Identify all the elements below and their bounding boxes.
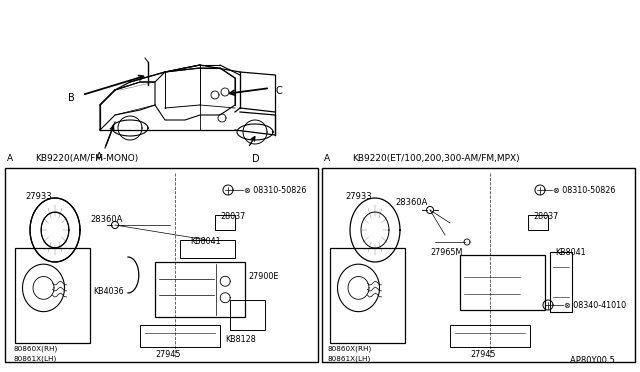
Text: 27945: 27945 xyxy=(155,350,180,359)
Text: 80860X(RH): 80860X(RH) xyxy=(328,346,372,353)
Text: D: D xyxy=(252,154,260,164)
Text: 27933: 27933 xyxy=(25,192,52,201)
Text: KB8041: KB8041 xyxy=(190,237,221,246)
Bar xyxy=(550,252,572,312)
Text: 80861X(LH): 80861X(LH) xyxy=(13,355,56,362)
Bar xyxy=(460,255,545,310)
Text: ⊗ 08310-50826: ⊗ 08310-50826 xyxy=(244,186,307,195)
Text: KB4036: KB4036 xyxy=(93,287,124,296)
Text: 28360A: 28360A xyxy=(395,198,428,207)
Text: ⊗ 08310-50826: ⊗ 08310-50826 xyxy=(553,186,616,195)
Text: 28037: 28037 xyxy=(533,212,558,221)
Text: 28360A: 28360A xyxy=(90,215,122,224)
Text: KB9220(ET/100,200,300-AM/FM,MPX): KB9220(ET/100,200,300-AM/FM,MPX) xyxy=(352,154,520,163)
Bar xyxy=(322,168,635,362)
Bar xyxy=(140,325,220,347)
Text: 27965M: 27965M xyxy=(430,248,462,257)
Bar xyxy=(5,168,318,362)
Text: 80861X(LH): 80861X(LH) xyxy=(328,355,371,362)
Text: A: A xyxy=(324,154,330,163)
Bar xyxy=(215,215,235,230)
Text: KB9220(AM/FM-MONO): KB9220(AM/FM-MONO) xyxy=(35,154,138,163)
Text: 27900E: 27900E xyxy=(248,272,278,281)
Bar xyxy=(450,325,530,347)
Text: A: A xyxy=(7,154,13,163)
Text: C: C xyxy=(275,86,282,96)
Text: B: B xyxy=(68,93,75,103)
Text: KB8128: KB8128 xyxy=(225,335,256,344)
Bar xyxy=(330,248,405,343)
Bar xyxy=(180,240,235,258)
Bar xyxy=(528,215,548,230)
Text: AP80Y00 5: AP80Y00 5 xyxy=(570,356,615,365)
Text: ⊗ 08340-41010: ⊗ 08340-41010 xyxy=(564,301,626,310)
Text: KB8041: KB8041 xyxy=(555,248,586,257)
Text: 28037: 28037 xyxy=(220,212,245,221)
Text: A: A xyxy=(96,152,102,162)
Text: 27933: 27933 xyxy=(345,192,372,201)
Bar xyxy=(155,262,245,317)
Text: 80860X(RH): 80860X(RH) xyxy=(13,346,57,353)
Bar xyxy=(230,300,265,330)
Bar xyxy=(15,248,90,343)
Text: 27945: 27945 xyxy=(470,350,495,359)
